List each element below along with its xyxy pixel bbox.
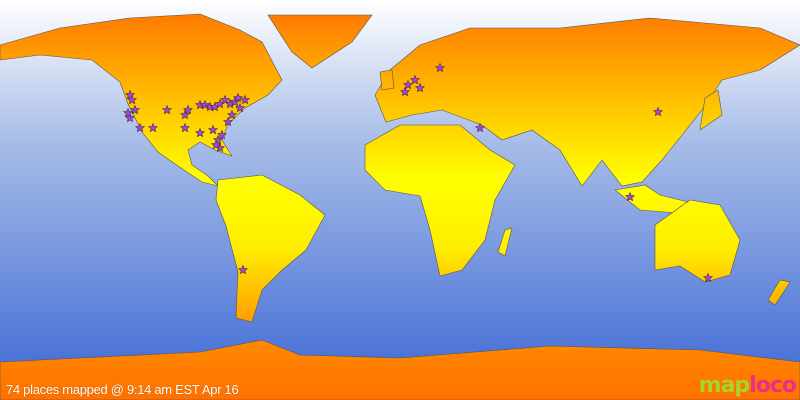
star-icon[interactable] [194,127,206,138]
star-icon[interactable] [434,62,446,73]
star-icon[interactable] [212,134,224,145]
star-icon[interactable] [147,122,159,133]
star-icon[interactable] [199,99,211,110]
star-icon[interactable] [402,79,414,90]
star-icon[interactable] [226,109,238,120]
madagascar [497,227,513,257]
star-icon[interactable] [399,86,411,97]
star-icon[interactable] [702,272,714,283]
star-icon[interactable] [239,94,251,105]
star-icon[interactable] [474,122,486,133]
star-icon[interactable] [210,139,222,150]
star-icon[interactable] [129,104,141,115]
place-markers [122,62,714,283]
star-icon[interactable] [182,104,194,115]
japan [699,89,723,131]
star-icon[interactable] [237,264,249,275]
star-icon[interactable] [207,124,219,135]
star-icon[interactable] [161,104,173,115]
new-zealand [767,279,791,306]
star-icon[interactable] [122,107,134,118]
star-icon[interactable] [219,94,231,105]
australia [654,199,741,283]
south-america [215,174,326,323]
logo-part-loco: loco [749,373,797,398]
antarctica [0,339,800,400]
star-icon[interactable] [179,122,191,133]
star-icon[interactable] [124,89,136,100]
star-icon[interactable] [409,74,421,85]
logo-part-map: map [698,373,751,398]
star-icon[interactable] [126,94,138,105]
greenland [267,14,373,69]
places-mapped-caption: 74 places mapped @ 9:14 am EST Apr 16 [6,382,239,397]
star-icon[interactable] [222,116,234,127]
star-icon[interactable] [414,82,426,93]
star-icon[interactable] [134,122,146,133]
maploco-logo[interactable]: maploco [698,373,797,398]
star-icon[interactable] [229,96,241,107]
star-icon[interactable] [624,191,636,202]
africa [364,124,516,277]
star-icon[interactable] [232,92,244,103]
star-icon[interactable] [234,102,246,113]
star-icon[interactable] [216,129,228,140]
uk [379,69,395,91]
star-icon[interactable] [179,109,191,120]
star-icon[interactable] [124,112,136,123]
north-america [0,13,283,187]
star-icon[interactable] [652,106,664,117]
eurasia [374,17,800,187]
